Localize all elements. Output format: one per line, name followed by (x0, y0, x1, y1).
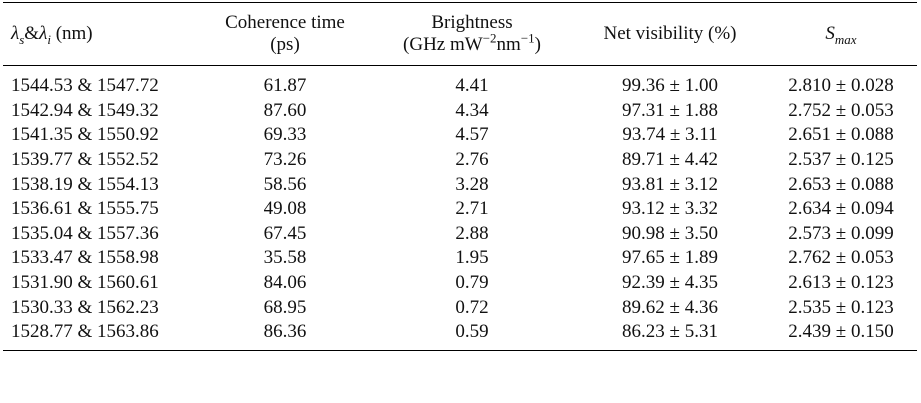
table-cell: 58.56 (263, 173, 307, 195)
header-text: S (825, 23, 835, 44)
header-text: nm (496, 34, 521, 55)
table-cell: 73.26 (263, 149, 307, 171)
table-row: 1541.35 & 1550.92 69.33 4.57 93.74 ± 3.11 2.… (3, 123, 917, 148)
header-line: (ps) (201, 34, 369, 56)
table-cell: 4.34 (455, 99, 489, 121)
table-cell: 97.65 ± 1.89 (622, 247, 718, 269)
table-cell: 2.439 ± 0.150 (788, 321, 894, 343)
header-text: Coherence time (225, 12, 345, 33)
table-cell: 2.653 ± 0.088 (788, 173, 894, 195)
table-cell: 90.98 ± 3.50 (622, 222, 718, 244)
header-text: & (24, 23, 40, 44)
table-cell: 84.06 (263, 272, 307, 294)
table-row: 1542.94 & 1549.32 87.60 4.34 97.31 ± 1.88 2.… (3, 99, 917, 124)
header-text: (ps) (270, 34, 300, 55)
table-cell: 67.45 (263, 222, 307, 244)
table-cell: 69.33 (263, 124, 307, 146)
table-cell: 97.31 ± 1.88 (622, 99, 718, 121)
header-text: Net visibility (%) (603, 23, 737, 44)
table-body: 1544.53 & 1547.72 61.87 4.41 99.36 ± 1.00 2.… (3, 66, 917, 351)
table-row: 1530.33 & 1562.23 68.95 0.72 89.62 ± 4.36 2.… (3, 295, 917, 320)
header-cell: λs&λi (nm) (3, 3, 201, 66)
table-cell: 4.57 (455, 124, 489, 146)
header-line: Net visibility (%) (575, 23, 765, 45)
header-line: Brightness (369, 12, 575, 34)
table-cell: 2.752 ± 0.053 (788, 99, 894, 121)
header-text: max (834, 31, 857, 47)
table-cell: 3.28 (455, 173, 489, 195)
table-cell: 86.23 ± 5.31 (622, 321, 718, 343)
header-text: (nm) (50, 23, 93, 44)
table-row: 1536.61 & 1555.75 49.08 2.71 93.12 ± 3.32 2.… (3, 197, 917, 222)
table-cell: 1541.35 & 1550.92 (11, 124, 159, 146)
table-row: 1544.53 & 1547.72 61.87 4.41 99.36 ± 1.00 2.… (3, 66, 917, 99)
table-cell: 2.535 ± 0.123 (788, 296, 894, 318)
table-cell: 1538.19 & 1554.13 (11, 173, 159, 195)
table-cell: 61.87 (263, 75, 307, 97)
table-cell: 2.613 ± 0.123 (788, 272, 894, 294)
table-cell: 2.634 ± 0.094 (788, 198, 894, 220)
table-row: 1528.77 & 1563.86 86.36 0.59 86.23 ± 5.31 2.… (3, 320, 917, 351)
table-cell: 93.81 ± 3.12 (622, 173, 718, 195)
table-cell: 68.95 (263, 296, 307, 318)
table-cell: 2.810 ± 0.028 (788, 75, 894, 97)
table-cell: 0.72 (455, 296, 489, 318)
table-cell: 2.573 ± 0.099 (788, 222, 894, 244)
table-cell: 0.79 (455, 272, 489, 294)
header-row: λs&λi (nm) Coherence time (ps) Brightness (G… (3, 2, 917, 66)
table-cell: 2.651 ± 0.088 (788, 124, 894, 146)
table-cell: 1533.47 & 1558.98 (11, 247, 159, 269)
table-cell: 1536.61 & 1555.75 (11, 198, 159, 220)
table-cell: 1535.04 & 1557.36 (11, 222, 159, 244)
header-cell: Coherence time (ps) (201, 3, 369, 66)
table-cell: 2.537 ± 0.125 (788, 149, 894, 171)
table-cell: 0.59 (455, 321, 489, 343)
table-row: 1538.19 & 1554.13 58.56 3.28 93.81 ± 3.12 2.… (3, 172, 917, 197)
header-text: (GHz mW (403, 34, 483, 55)
header-line: (GHz mW−2nm−1) (369, 30, 575, 56)
table-cell: 86.36 (263, 321, 307, 343)
table-cell: 35.58 (263, 247, 307, 269)
header-text: −2 (482, 30, 497, 46)
table-cell: 93.12 ± 3.32 (622, 198, 718, 220)
table-row: 1533.47 & 1558.98 35.58 1.95 97.65 ± 1.89 2.… (3, 246, 917, 271)
table-cell: 1.95 (455, 247, 489, 269)
header-cell: Net visibility (%) (575, 3, 765, 66)
table-cell: 2.88 (455, 222, 489, 244)
table-cell: 87.60 (263, 99, 307, 121)
header-text: λ (11, 23, 20, 44)
table-cell: 1544.53 & 1547.72 (11, 75, 159, 97)
data-table: λs&λi (nm) Coherence time (ps) Brightness (G… (3, 2, 917, 351)
table-cell: 1531.90 & 1560.61 (11, 272, 159, 294)
table-row: 1539.77 & 1552.52 73.26 2.76 89.71 ± 4.42 2.… (3, 148, 917, 173)
table-cell: 4.41 (455, 75, 489, 97)
table-cell: 49.08 (263, 198, 307, 220)
header-line: λs&λi (nm) (11, 23, 201, 47)
table-cell: 99.36 ± 1.00 (622, 75, 718, 97)
table-cell: 93.74 ± 3.11 (622, 124, 718, 146)
table-cell: 92.39 ± 4.35 (622, 272, 718, 294)
table-row: 1535.04 & 1557.36 67.45 2.88 90.98 ± 3.50 2.… (3, 222, 917, 247)
table-cell: 89.62 ± 4.36 (622, 296, 718, 318)
header-text: −1 (520, 30, 535, 46)
table-cell: 1542.94 & 1549.32 (11, 99, 159, 121)
header-text: ) (534, 34, 541, 55)
table-row: 1531.90 & 1560.61 84.06 0.79 92.39 ± 4.35 2.… (3, 271, 917, 296)
table-cell: 89.71 ± 4.42 (622, 149, 718, 171)
table-cell: 1528.77 & 1563.86 (11, 321, 159, 343)
header-cell: Brightness (GHz mW−2nm−1) (369, 3, 575, 66)
table-cell: 1530.33 & 1562.23 (11, 296, 159, 318)
header-text: i (47, 31, 51, 47)
header-text: λ (39, 23, 48, 44)
header-line: Coherence time (201, 12, 369, 34)
header-text: Brightness (431, 12, 513, 33)
table-cell: 2.71 (455, 198, 489, 220)
header-text: s (19, 31, 25, 47)
table-cell: 2.76 (455, 149, 489, 171)
table-cell: 2.762 ± 0.053 (788, 247, 894, 269)
header-cell: Smax (765, 3, 917, 66)
table-cell: 1539.77 & 1552.52 (11, 149, 159, 171)
header-line: Smax (765, 23, 917, 47)
